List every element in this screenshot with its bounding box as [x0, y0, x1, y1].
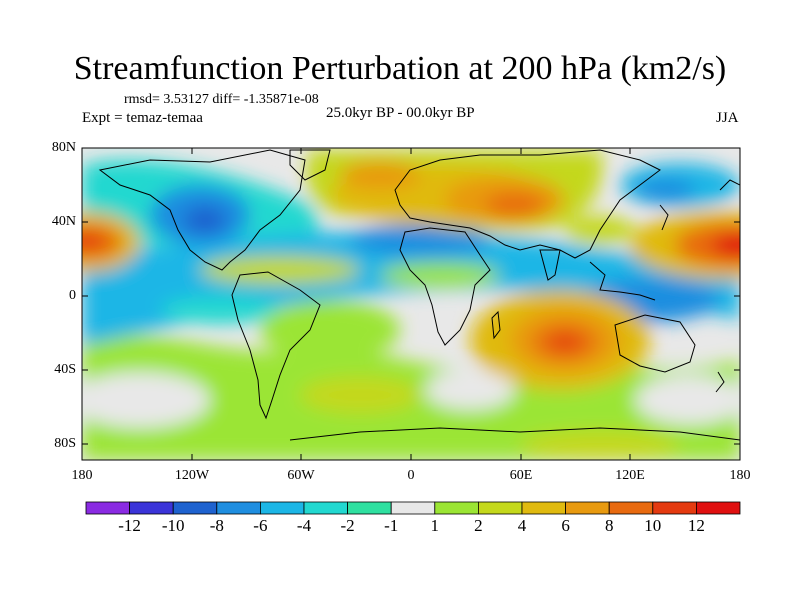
colorbar-swatch: [696, 501, 741, 515]
colorbar-label: 4: [517, 516, 527, 535]
lon-tick-label: 0: [407, 468, 415, 483]
colorbar-swatch: [477, 501, 523, 515]
lon-tick-label: 120E: [615, 468, 645, 483]
experiment-line: Expt = temaz-temaa: [82, 110, 203, 126]
plot-title: Streamfunction Perturbation at 200 hPa (…: [73, 50, 727, 87]
colorbar-swatch: [129, 501, 174, 515]
contour-field: [82, 148, 740, 460]
colorbar-label: -8: [209, 516, 224, 535]
colorbar-label: -6: [253, 516, 268, 535]
coastlines: [98, 149, 740, 441]
colorbar-label: -10: [161, 516, 185, 535]
colorbar-swatch: [608, 501, 654, 515]
colorbar-label: -2: [340, 516, 355, 535]
colorbar-swatch: [565, 501, 610, 515]
colorbar-swatch: [172, 501, 218, 515]
colorbar-swatch: [390, 501, 436, 515]
colorbar-swatch: [216, 501, 261, 515]
colorbar-label: 1: [430, 516, 440, 535]
colorbar-swatch: [521, 501, 566, 515]
colorbar-label: 6: [561, 516, 570, 535]
colorbar-swatch: [303, 501, 348, 515]
colorbar-label: 2: [474, 516, 483, 535]
colorbar-label: -1: [384, 516, 399, 535]
period-line: 25.0kyr BP - 00.0kyr BP: [326, 105, 475, 121]
colorbar-label: -4: [296, 516, 312, 535]
lat-tick-label: 80N: [51, 140, 76, 155]
lat-tick-label: 80S: [54, 436, 76, 451]
axis-ticks: [81, 147, 741, 460]
colorbar-swatch: [347, 501, 392, 515]
lat-tick-label: 40N: [51, 214, 76, 229]
colorbar-label: -12: [118, 516, 141, 535]
colorbar-swatch: [85, 501, 130, 515]
colorbar: [85, 501, 741, 515]
colorbar-label: 8: [604, 516, 614, 535]
colorbar-label: 10: [644, 516, 662, 535]
lon-tick-label: 180: [71, 468, 93, 483]
lon-tick-label: 120W: [174, 468, 210, 483]
lon-tick-label: 180: [729, 468, 751, 483]
colorbar-swatch: [434, 501, 479, 515]
lon-tick-label: 60E: [509, 468, 533, 483]
lat-tick-label: 0: [69, 288, 76, 303]
season-label: JJA: [716, 110, 739, 126]
lon-tick-label: 60W: [287, 468, 315, 483]
lat-tick-label: 40S: [54, 362, 76, 377]
colorbar-swatch: [652, 501, 697, 515]
colorbar-swatch: [259, 501, 305, 515]
colorbar-label: 12: [687, 516, 705, 535]
stats-line: rmsd= 3.53127 diff= -1.35871e-08: [124, 92, 319, 107]
